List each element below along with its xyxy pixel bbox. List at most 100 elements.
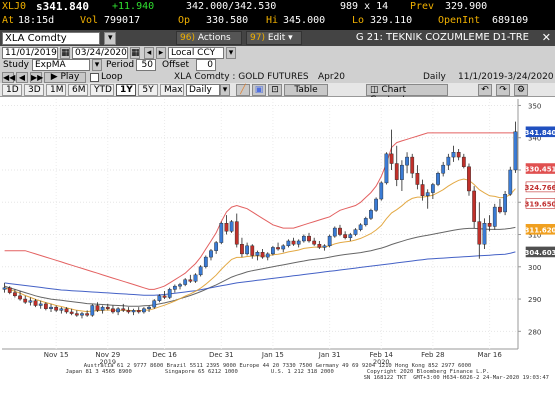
candle-body [172, 285, 177, 290]
close-icon[interactable]: ✕ [541, 31, 551, 44]
study-dropdown-icon[interactable]: ▾ [92, 59, 102, 71]
history-forward-icon[interactable]: ▸ [156, 47, 166, 59]
candle-body [85, 313, 90, 316]
x-tick-label: Jan 15 [261, 351, 284, 359]
candle-body [513, 131, 518, 171]
candle-body [167, 289, 172, 298]
chart-name: XLA Comdty : GOLD FUTURES [174, 72, 309, 82]
candle-body [436, 173, 440, 185]
year-label: 2020 [373, 358, 390, 366]
candle-body [498, 206, 502, 213]
moving-average-line-2 [4, 178, 516, 313]
candle-body [162, 295, 167, 298]
moving-average-line-3 [4, 132, 516, 290]
moving-average-line-1 [4, 251, 516, 296]
period-select[interactable]: Daily [186, 84, 220, 96]
title-bar: XLA Comdty ▾ 96) Actions ▾ 97) Edit ▾ G … [0, 30, 555, 55]
candle-body [100, 306, 105, 311]
candle-body [415, 173, 420, 185]
settings-icon[interactable]: ⚙ [514, 84, 528, 96]
x-tick-label: Mar 16 [477, 351, 502, 359]
candle-body [400, 164, 404, 180]
actions-menu[interactable]: 96) Actions ▾ [176, 31, 242, 55]
period-dropdown-icon[interactable]: ▾ [220, 84, 230, 96]
actions-label: Actions [197, 33, 231, 43]
candle-body [353, 229, 358, 235]
candle-body [43, 303, 48, 309]
edit-menu[interactable]: 97) Edit ▾ [246, 31, 302, 45]
tab-1d[interactable]: 1D [2, 84, 22, 96]
price-tag-label: 311.620 [525, 226, 555, 234]
y-tick-label: 350 [528, 102, 541, 110]
loop-checkbox[interactable] [90, 73, 99, 82]
candle-body [338, 227, 342, 235]
history-back-icon[interactable]: ◂ [144, 47, 154, 59]
oi-value: 689109 [492, 15, 529, 26]
candle-body [90, 305, 95, 316]
undo-icon[interactable]: ↶ [478, 84, 492, 96]
tab-1y[interactable]: 1Y [116, 84, 136, 96]
table-button[interactable]: Table [284, 84, 328, 96]
x-tick-label: Jan 31 [318, 351, 341, 359]
end-date-field[interactable]: 03/24/2020 [72, 47, 128, 59]
annotate-icon[interactable]: ▣ [252, 84, 266, 96]
line-tool-icon[interactable]: ╱ [236, 84, 250, 96]
period-field[interactable]: 50 [136, 59, 156, 71]
tab-3d[interactable]: 3D [24, 84, 44, 96]
tab-1m[interactable]: 1M [46, 84, 66, 96]
tab-max[interactable]: Max [160, 84, 184, 96]
y-tick-label: 300 [528, 264, 541, 272]
price-tag-label: 330.451 [525, 166, 555, 174]
zoom-icon[interactable]: ⊡ [268, 84, 282, 96]
play-button[interactable]: ▶ Play [44, 72, 86, 83]
tab-ytd[interactable]: YTD [90, 84, 114, 96]
candle-body [142, 308, 146, 313]
x-tick-label: Nov 15 [44, 351, 69, 359]
price-tag-box [525, 223, 555, 235]
currency-dropdown-icon[interactable]: ▾ [226, 47, 236, 59]
candle-body [13, 292, 17, 297]
start-date-field[interactable]: 11/01/2019 [2, 47, 58, 59]
security-field[interactable]: XLA Comdty [2, 32, 100, 45]
lo-label: Lo [352, 15, 365, 26]
y-tick-label: 340 [528, 135, 541, 143]
chart-content-button[interactable]: ◫ Chart Content [366, 84, 448, 105]
currency-select[interactable]: Local CCY [168, 47, 224, 59]
forward-icon[interactable]: ▶▶ [30, 72, 44, 83]
lo-value: 329.110 [370, 15, 413, 26]
candle-body [7, 287, 12, 293]
oi-label: OpenInt [438, 15, 481, 26]
candle-body [245, 245, 249, 255]
tab-6m[interactable]: 6M [68, 84, 88, 96]
candle-body [317, 243, 322, 248]
candle-body [234, 221, 239, 245]
redo-icon[interactable]: ↷ [496, 84, 510, 96]
candle-body [410, 156, 415, 174]
candle-body [312, 240, 317, 245]
tab-5y[interactable]: 5Y [138, 84, 158, 96]
rewind-icon[interactable]: ◀◀ [2, 72, 16, 83]
candle-body [348, 234, 353, 238]
chart-icon: ◫ [370, 85, 379, 95]
offset-field[interactable]: 0 [196, 59, 216, 71]
start-date-calendar-icon[interactable]: ▦ [60, 47, 70, 59]
study-select[interactable]: ExpMA [32, 59, 90, 71]
candle-body [131, 310, 136, 313]
footer-line-1: Australia 61 2 9777 8600 Brazil 5511 239… [83, 363, 472, 369]
candle-body [18, 295, 22, 300]
candle-body [69, 311, 74, 314]
y-tick-label: 290 [528, 296, 541, 304]
security-search-button[interactable]: ▾ [104, 32, 116, 45]
back-icon[interactable]: ◀ [16, 72, 28, 83]
candle-body [183, 279, 188, 285]
candle-body [260, 252, 265, 258]
candle-body [286, 240, 291, 247]
candle-body [467, 166, 471, 192]
end-date-calendar-icon[interactable]: ▦ [130, 47, 140, 59]
loop-label: Loop [101, 72, 123, 82]
quote-row-2: At 18:15d Vol 799017 Op 330.580 Hi 345.0… [0, 14, 555, 29]
candle-body [420, 184, 425, 197]
x-tick-label: Nov 29 [95, 351, 120, 359]
candle-body [492, 206, 497, 227]
